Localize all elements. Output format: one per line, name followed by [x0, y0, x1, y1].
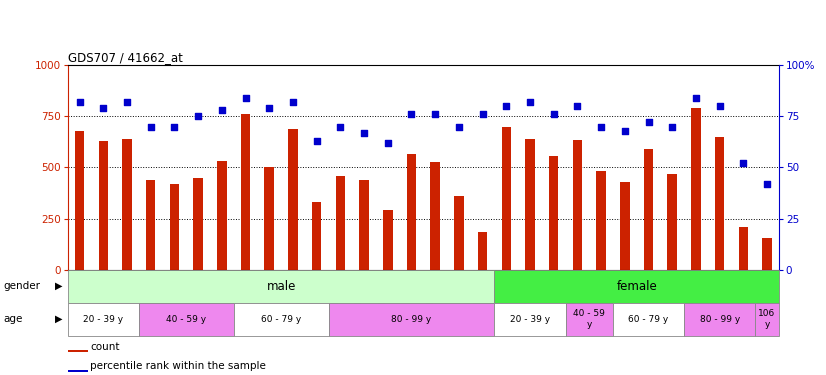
Bar	[146, 180, 155, 270]
Point	[192, 113, 205, 119]
Bar	[501, 127, 511, 270]
Point	[618, 128, 631, 134]
Bar	[312, 202, 321, 270]
Point	[263, 105, 276, 111]
Bar	[691, 108, 700, 270]
Point	[381, 140, 394, 146]
Bar	[643, 149, 653, 270]
Bar	[68, 303, 139, 336]
Bar	[454, 196, 463, 270]
Bar	[667, 174, 677, 270]
Point	[642, 120, 655, 126]
Bar	[383, 210, 392, 270]
Text: 40 - 59 y: 40 - 59 y	[166, 315, 206, 324]
Bar	[68, 350, 88, 352]
Bar	[495, 270, 779, 303]
Text: 40 - 59
y: 40 - 59 y	[573, 309, 605, 329]
Bar	[288, 129, 297, 270]
Text: 80 - 99 y: 80 - 99 y	[700, 315, 740, 324]
Bar	[406, 154, 416, 270]
Bar	[329, 303, 495, 336]
Text: 20 - 39 y: 20 - 39 y	[83, 315, 123, 324]
Bar	[68, 370, 88, 372]
Bar	[264, 167, 274, 270]
Text: percentile rank within the sample: percentile rank within the sample	[91, 362, 266, 371]
Bar	[169, 184, 179, 270]
Text: female: female	[616, 280, 657, 292]
Bar	[122, 139, 131, 270]
Bar	[335, 176, 345, 270]
Bar	[234, 303, 329, 336]
Bar	[715, 137, 724, 270]
Bar	[75, 130, 84, 270]
Point	[690, 95, 703, 101]
Point	[121, 99, 134, 105]
Text: 80 - 99 y: 80 - 99 y	[392, 315, 432, 324]
Text: ▶: ▶	[55, 281, 62, 291]
Point	[97, 105, 110, 111]
Point	[239, 95, 252, 101]
Text: gender: gender	[3, 281, 40, 291]
Bar	[241, 114, 250, 270]
Point	[737, 160, 750, 166]
Bar	[139, 303, 234, 336]
Bar	[217, 161, 226, 270]
Point	[761, 181, 774, 187]
Point	[310, 138, 323, 144]
Bar	[430, 162, 440, 270]
Bar	[738, 227, 748, 270]
Bar	[495, 303, 566, 336]
Text: male: male	[267, 280, 296, 292]
Bar	[68, 270, 495, 303]
Bar	[193, 178, 203, 270]
Point	[666, 124, 679, 130]
Bar	[684, 303, 755, 336]
Point	[476, 111, 489, 117]
Bar	[762, 238, 771, 270]
Point	[595, 124, 608, 130]
Point	[334, 124, 347, 130]
Bar	[98, 141, 108, 270]
Bar	[596, 171, 605, 270]
Point	[571, 103, 584, 109]
Point	[405, 111, 418, 117]
Point	[713, 103, 726, 109]
Point	[453, 124, 466, 130]
Bar	[525, 139, 534, 270]
Point	[429, 111, 442, 117]
Text: 20 - 39 y: 20 - 39 y	[510, 315, 550, 324]
Point	[287, 99, 300, 105]
Point	[547, 111, 560, 117]
Text: count: count	[91, 342, 120, 352]
Point	[500, 103, 513, 109]
Text: age: age	[3, 314, 22, 324]
Bar	[566, 303, 613, 336]
Text: 60 - 79 y: 60 - 79 y	[629, 315, 669, 324]
Bar	[478, 232, 487, 270]
Bar	[620, 182, 629, 270]
Bar	[359, 180, 368, 270]
Bar	[755, 303, 779, 336]
Bar	[572, 140, 582, 270]
Point	[144, 124, 157, 130]
Text: 60 - 79 y: 60 - 79 y	[261, 315, 301, 324]
Point	[73, 99, 86, 105]
Bar	[549, 156, 558, 270]
Point	[524, 99, 537, 105]
Text: GDS707 / 41662_at: GDS707 / 41662_at	[68, 51, 183, 64]
Point	[216, 107, 229, 113]
Point	[358, 130, 371, 136]
Point	[168, 124, 181, 130]
Text: ▶: ▶	[55, 314, 62, 324]
Text: 106
y: 106 y	[758, 309, 776, 329]
Bar	[613, 303, 684, 336]
